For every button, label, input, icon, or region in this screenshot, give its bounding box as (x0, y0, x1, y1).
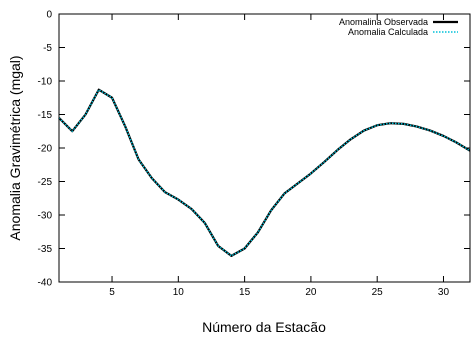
legend-label: Anomalina Observada (339, 17, 428, 27)
y-tick-label: -30 (38, 211, 53, 222)
y-axis-label: Anomalia Gravimétrica (mgal) (7, 55, 23, 240)
plot-frame (58, 13, 471, 283)
series-line-1 (58, 88, 471, 257)
x-axis-label: Número da Estacão (202, 319, 326, 335)
x-tick-label: 15 (239, 287, 251, 298)
legend-label: Anomalia Calculada (348, 27, 428, 37)
y-tick-label: -15 (38, 110, 53, 121)
x-tick-label: 20 (305, 287, 317, 298)
y-tick-label: -40 (38, 278, 53, 289)
axis-ticks: 0 -5 -10 -15 -20 -25 -30 -35 -40 5 10 15 20 25 30 (38, 10, 470, 298)
y-tick-label: 0 (46, 10, 52, 21)
x-tick-label: 25 (372, 287, 384, 298)
y-tick-label: -5 (43, 43, 52, 54)
data-series (58, 88, 471, 257)
x-tick-label: 10 (173, 287, 185, 298)
x-tick-label: 30 (438, 287, 450, 298)
y-tick-label: -35 (38, 244, 53, 255)
series-line-2 (58, 89, 471, 257)
x-tick-label: 5 (109, 287, 115, 298)
y-tick-label: -25 (38, 177, 53, 188)
y-tick-label: -10 (38, 77, 53, 88)
y-tick-label: -20 (38, 144, 53, 155)
